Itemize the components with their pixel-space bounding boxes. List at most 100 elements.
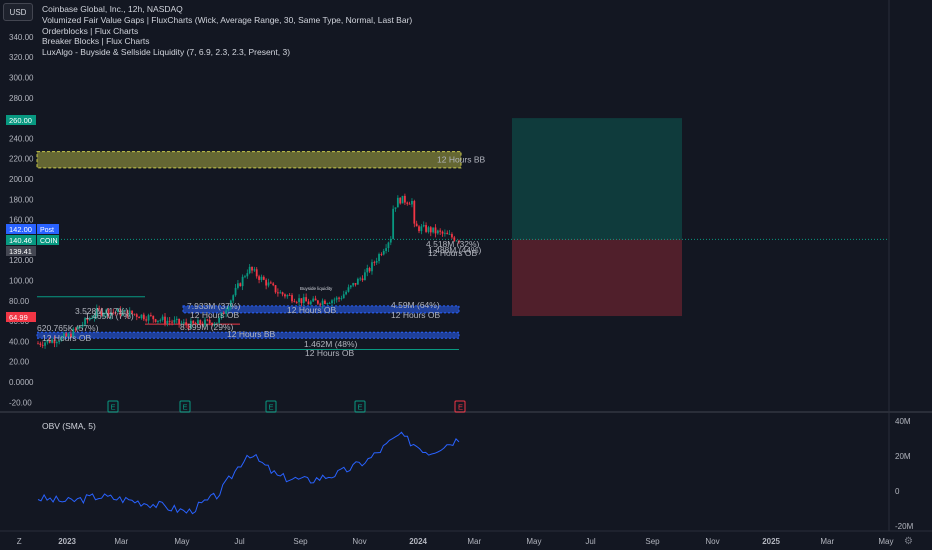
candle-body — [37, 343, 39, 345]
earnings-box — [179, 400, 191, 413]
candle-body — [253, 269, 256, 271]
candle-body — [441, 231, 444, 234]
obv-tick-label: 0 — [895, 487, 900, 496]
candle-body — [46, 339, 49, 343]
earnings-letter: E — [183, 403, 188, 412]
candle-body — [429, 227, 432, 233]
candle-body — [149, 315, 152, 316]
candle-body — [319, 303, 322, 305]
candle-body — [453, 237, 456, 241]
candle-body — [131, 310, 133, 314]
earnings-marker: E — [265, 400, 277, 413]
legend-breaker[interactable]: Breaker Blocks | Flux Charts — [42, 36, 150, 47]
candle-body — [425, 225, 427, 232]
candle-body — [281, 292, 284, 295]
candle-body — [295, 302, 298, 303]
price-badge — [6, 246, 36, 256]
candle-body — [335, 297, 338, 300]
candle-body — [119, 309, 122, 316]
candle-body — [187, 325, 190, 329]
candle-body — [138, 316, 141, 319]
candle-body — [389, 239, 392, 243]
obv-title[interactable]: OBV (SMA, 5) — [42, 421, 96, 431]
candle-body — [347, 287, 350, 292]
candle-body — [51, 339, 54, 343]
candle-body — [197, 320, 199, 324]
candle-body — [248, 266, 251, 274]
legend-orderblocks[interactable]: Orderblocks | Flux Charts — [42, 25, 139, 36]
settings-icon[interactable]: ⚙ — [904, 536, 913, 547]
price-tick-label: 20.00 — [9, 358, 30, 367]
orderblock-zone-upper — [182, 305, 460, 314]
price-tick-label: 220.00 — [9, 155, 34, 164]
time-tick-label: Sep — [645, 537, 660, 546]
bb-label: 12 Hours BB — [227, 329, 276, 339]
earnings-marker: E — [107, 400, 119, 413]
candle-body — [349, 285, 352, 288]
candle-body — [427, 227, 430, 232]
candle-body — [234, 287, 237, 296]
candle-body — [387, 242, 390, 249]
candle-body — [260, 276, 263, 280]
candle-body — [443, 232, 446, 234]
candle-body — [338, 297, 340, 299]
time-tick-label: 2024 — [409, 537, 427, 546]
candle-body — [173, 320, 176, 323]
currency-button[interactable]: USD — [3, 3, 33, 21]
candle-body — [81, 324, 84, 327]
legend-fvg[interactable]: Volumized Fair Value Gaps | FluxCharts (… — [42, 14, 413, 25]
candle-body — [225, 310, 228, 314]
candle-body — [274, 285, 277, 293]
legend-symbol[interactable]: Coinbase Global, Inc., 12h, NASDAQ — [42, 4, 183, 14]
ob-label: 12 Hours OB — [190, 310, 239, 320]
candle-body — [324, 300, 326, 304]
candle-body — [354, 283, 357, 285]
price-tick-label: 80.00 — [9, 297, 30, 306]
candle-body — [321, 300, 324, 305]
earnings-letter: E — [358, 403, 363, 412]
candle-body — [189, 320, 192, 329]
time-tick-label: Mar — [114, 537, 128, 546]
legend-liquidity[interactable]: LuxAlgo - Buyside & Sellside Liquidity (… — [42, 47, 291, 58]
earnings-letter: E — [458, 403, 463, 412]
candle-body — [117, 309, 119, 313]
vol-label: 7.933M (37%) — [187, 301, 241, 311]
candle-body — [204, 319, 206, 326]
price-badge-tag-label: Post — [40, 227, 54, 234]
price-tick-label: 300.00 — [9, 74, 34, 83]
candle-body — [159, 319, 162, 321]
candle-body — [432, 227, 435, 233]
candle-body — [286, 295, 289, 297]
price-tick-label: 200.00 — [9, 175, 34, 184]
candle-body — [328, 303, 331, 304]
candle-body — [267, 282, 270, 286]
candle-body — [302, 297, 305, 304]
ob-label: 12 Hours OB — [287, 305, 336, 315]
candle-body — [406, 202, 409, 204]
price-badge-label: 64.99 — [9, 313, 28, 322]
price-tick-label: 160.00 — [9, 216, 34, 225]
candle-body — [157, 320, 159, 322]
candle-body — [394, 207, 397, 209]
candle-body — [98, 308, 101, 310]
time-tick-label: Sep — [293, 537, 308, 546]
ob-label: 12 Hours OB — [428, 248, 477, 258]
candle-body — [408, 203, 411, 205]
candle-body — [41, 344, 44, 346]
candle-body — [91, 318, 93, 319]
candle-body — [298, 298, 300, 303]
candle-body — [269, 282, 272, 284]
candle-body — [373, 262, 376, 264]
candle-body — [458, 240, 460, 243]
price-tick-label: 0.0000 — [9, 378, 34, 387]
candle-body — [218, 317, 221, 323]
price-tick-label: -20.00 — [9, 398, 32, 407]
candle-body — [142, 314, 145, 320]
candle-body — [62, 333, 65, 337]
candle-body — [211, 322, 213, 326]
candle-body — [293, 301, 296, 303]
candle-body — [239, 283, 242, 287]
candle-body — [67, 333, 70, 337]
candle-body — [182, 322, 185, 324]
